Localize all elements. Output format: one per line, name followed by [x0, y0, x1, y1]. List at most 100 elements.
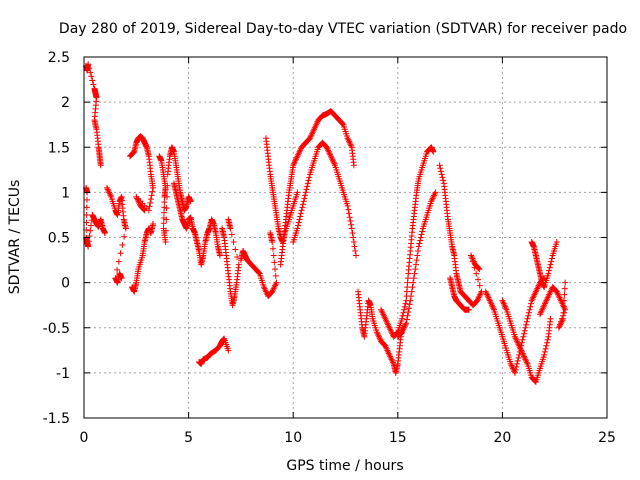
- data-point: [400, 309, 407, 316]
- data-point: [85, 238, 92, 245]
- data-point: [405, 308, 412, 315]
- data-point: [398, 315, 405, 322]
- data-point: [526, 306, 533, 313]
- data-point: [187, 198, 194, 205]
- data-point: [270, 252, 277, 259]
- data-point: [351, 243, 358, 250]
- series-arc-8: [237, 229, 280, 300]
- data-point: [541, 348, 548, 355]
- data-point: [150, 220, 157, 227]
- data-point: [542, 345, 549, 352]
- y-tick-label: -1: [56, 366, 70, 382]
- data-point: [437, 165, 444, 172]
- series-arc-14: [394, 189, 439, 340]
- data-point: [511, 369, 518, 376]
- data-point: [412, 266, 419, 273]
- data-point: [561, 297, 568, 304]
- data-point: [561, 291, 568, 298]
- data-point: [97, 162, 104, 169]
- data-point: [294, 189, 301, 196]
- data-point: [476, 282, 483, 289]
- series-arc-7: [219, 216, 242, 309]
- data-point: [232, 246, 239, 253]
- data-point: [411, 270, 418, 277]
- data-point: [560, 309, 567, 316]
- data-point: [413, 257, 420, 264]
- series-arc-16: [447, 275, 472, 313]
- data-point: [150, 184, 157, 191]
- data-point: [476, 266, 483, 273]
- data-point: [401, 306, 408, 313]
- data-point: [527, 303, 534, 310]
- data-point: [299, 204, 306, 211]
- data-point: [162, 239, 169, 246]
- data-point: [301, 195, 308, 202]
- data-point: [523, 321, 530, 328]
- x-tick-label: 20: [493, 430, 511, 446]
- data-point: [140, 206, 147, 213]
- data-point: [227, 225, 234, 232]
- data-point: [546, 267, 553, 274]
- data-point: [519, 336, 526, 343]
- y-tick-label: 2: [61, 95, 70, 111]
- series-arc-10: [277, 108, 357, 268]
- data-point: [83, 204, 90, 211]
- y-tick-label: 1: [61, 185, 70, 201]
- data-point: [228, 231, 235, 238]
- data-point: [161, 209, 168, 216]
- series-arc-5: [170, 180, 223, 268]
- data-point: [271, 259, 278, 266]
- grid: [84, 57, 607, 418]
- data-point: [403, 320, 410, 327]
- data-point: [163, 193, 170, 200]
- data-point: [543, 342, 550, 349]
- data-point: [520, 333, 527, 340]
- x-tick-label: 0: [80, 430, 89, 446]
- data-point: [515, 354, 522, 361]
- data-point: [164, 182, 171, 189]
- data-point: [147, 199, 154, 206]
- data-point: [305, 177, 312, 184]
- data-point: [118, 275, 125, 282]
- data-point: [114, 266, 121, 273]
- data-point: [87, 227, 94, 234]
- data-point: [299, 201, 306, 208]
- data-point: [294, 225, 301, 232]
- series-arc-18: [499, 297, 554, 385]
- data-point: [475, 265, 482, 272]
- data-point: [403, 316, 410, 323]
- data-point: [302, 192, 309, 199]
- data-point: [562, 279, 569, 286]
- data-point: [87, 69, 94, 76]
- data-point: [562, 306, 569, 313]
- data-point: [163, 216, 170, 223]
- data-point: [415, 248, 422, 255]
- data-point: [339, 120, 346, 127]
- y-tick-label: 2.5: [48, 50, 70, 66]
- data-point: [272, 272, 279, 279]
- data-point: [348, 221, 355, 228]
- data-point: [225, 347, 232, 354]
- data-point: [547, 261, 554, 268]
- data-point: [465, 306, 472, 313]
- data-point: [560, 303, 567, 310]
- y-tick-label: -0.5: [43, 321, 70, 337]
- x-tick-label: 25: [598, 430, 616, 446]
- series-arc-2: [127, 133, 157, 214]
- data-point: [306, 174, 313, 181]
- data-point: [346, 214, 353, 221]
- data-point: [521, 330, 528, 337]
- data-point: [521, 327, 528, 334]
- x-axis-label: GPS time / hours: [286, 458, 403, 474]
- y-tick-label: 0.5: [48, 231, 70, 247]
- data-point: [524, 315, 531, 322]
- data-point: [408, 288, 415, 295]
- data-point: [352, 252, 359, 259]
- series-arc-19: [528, 239, 560, 291]
- data-point: [350, 234, 357, 241]
- data-point: [149, 188, 156, 195]
- data-point: [439, 174, 446, 181]
- data-point: [162, 227, 169, 234]
- axis-ticks: 0 5 10 15 20 25 -1.5 -1 -0.5 0 0.5 1 1.5 2 2.5: [43, 50, 616, 446]
- data-point: [415, 243, 422, 250]
